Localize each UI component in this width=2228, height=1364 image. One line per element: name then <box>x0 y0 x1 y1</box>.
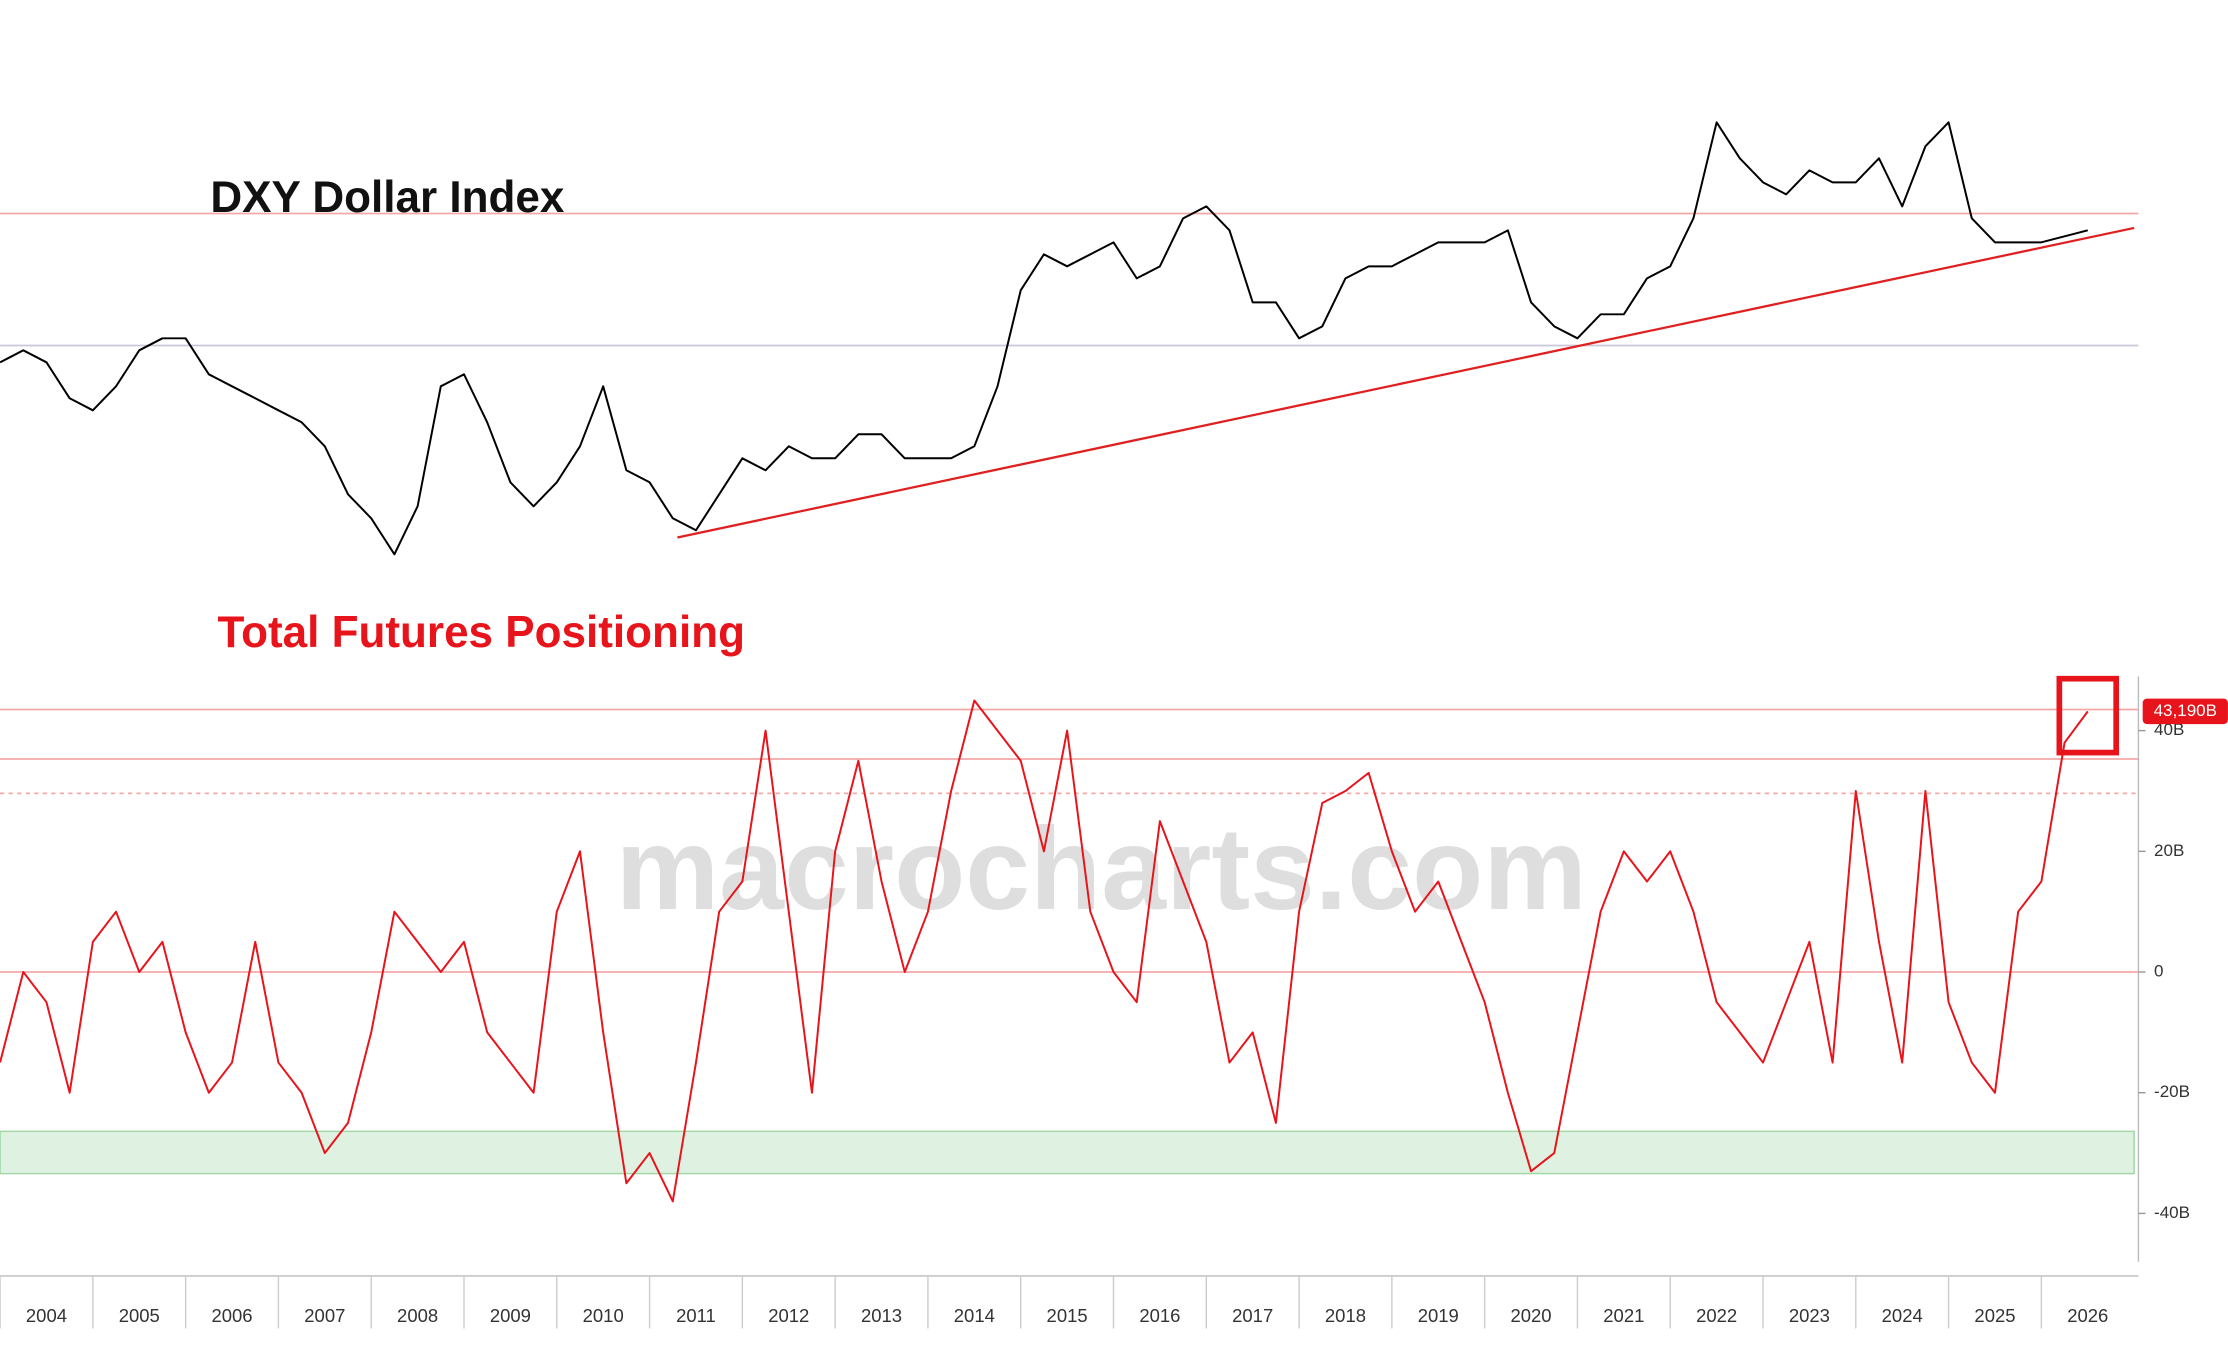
x-tick-label: 2011 <box>676 1305 716 1326</box>
watermark: macrocharts.com <box>616 804 1587 934</box>
data-line <box>0 121 2089 556</box>
x-tick-label: 2012 <box>768 1305 809 1326</box>
x-tick-label: 2017 <box>1232 1305 1273 1326</box>
y-tick-label: -40B <box>2154 1203 2190 1222</box>
x-tick-label: 2026 <box>2067 1305 2108 1326</box>
chart-title: Total Futures Positioning <box>217 608 745 657</box>
y-tick-label: 20B <box>2154 841 2184 860</box>
x-tick-label: 2009 <box>490 1305 531 1326</box>
x-tick-label: 2008 <box>397 1305 438 1326</box>
x-tick-label: 2005 <box>119 1305 160 1326</box>
x-tick-label: 2020 <box>1510 1305 1551 1326</box>
chart-title: DXY Dollar Index <box>210 173 565 222</box>
x-tick-label: 2018 <box>1325 1305 1366 1326</box>
x-tick-label: 2021 <box>1603 1305 1644 1326</box>
x-tick-label: 2024 <box>1882 1305 1923 1326</box>
x-tick-label: 2006 <box>211 1305 252 1326</box>
x-tick-label: 2019 <box>1418 1305 1459 1326</box>
x-tick-label: 2015 <box>1047 1305 1088 1326</box>
x-tick-label: 2007 <box>304 1305 345 1326</box>
shaded-band <box>0 1130 2135 1175</box>
y-tick-label: -20B <box>2154 1082 2190 1101</box>
x-tick-label: 2013 <box>861 1305 902 1326</box>
trend-line <box>677 226 2135 539</box>
y-tick-label: 0 <box>2154 962 2163 981</box>
x-tick-label: 2014 <box>954 1305 995 1326</box>
x-tick-label: 2025 <box>1974 1305 2015 1326</box>
data-line <box>0 699 2089 1203</box>
value-badge <box>2142 698 2228 725</box>
x-tick-label: 2016 <box>1139 1305 1180 1326</box>
value-badge-label: 43,190B <box>2154 701 2217 720</box>
x-tick-label: 2010 <box>583 1305 624 1326</box>
x-tick-label: 2004 <box>26 1305 67 1326</box>
y-tick-label: 40B <box>2154 720 2184 739</box>
x-tick-label: 2022 <box>1696 1305 1737 1326</box>
highlight-box <box>2056 675 2120 756</box>
x-tick-label: 2023 <box>1789 1305 1830 1326</box>
